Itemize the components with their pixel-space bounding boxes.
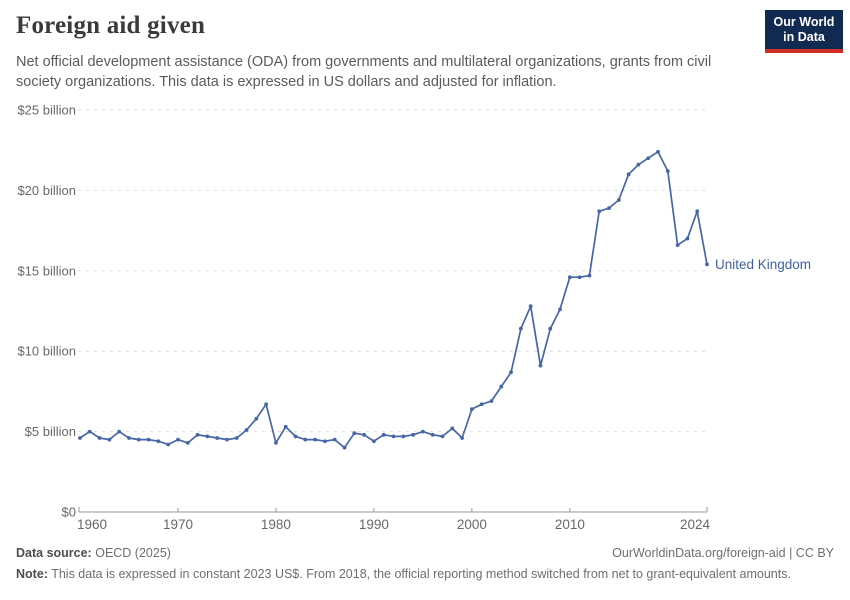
- datasource-value: OECD (2025): [95, 546, 171, 560]
- data-point-marker: [450, 426, 455, 431]
- note-label: Note:: [16, 567, 48, 581]
- owid-logo-line2: in Data: [783, 30, 825, 44]
- footer-note: Note: This data is expressed in constant…: [16, 567, 834, 581]
- data-point-marker: [362, 432, 367, 437]
- y-axis-tick-label: $15 billion: [17, 263, 76, 278]
- data-point-marker: [558, 307, 562, 312]
- data-point-marker: [107, 437, 112, 442]
- data-point-marker: [332, 437, 337, 442]
- data-point-marker: [411, 432, 415, 437]
- data-point-marker: [665, 169, 670, 174]
- footer-citation-link[interactable]: OurWorldinData.org/foreign-aid | CC BY: [612, 546, 834, 560]
- data-point-marker: [381, 432, 386, 437]
- x-axis-tick-label: 2010: [555, 517, 585, 532]
- data-point-marker: [97, 436, 102, 440]
- x-axis-tick-label: 1960: [77, 517, 107, 532]
- data-point-marker: [215, 436, 220, 440]
- data-point-marker: [567, 275, 572, 280]
- x-axis-tick-label: 2000: [457, 517, 487, 532]
- data-point-marker: [636, 162, 641, 167]
- data-point-marker: [264, 402, 269, 407]
- data-point-marker: [372, 439, 376, 444]
- data-point-marker: [528, 304, 533, 309]
- data-point-marker: [685, 236, 690, 241]
- data-point-marker: [616, 198, 621, 202]
- x-axis-tick-label: 1980: [261, 517, 291, 532]
- data-point-marker: [78, 436, 82, 440]
- data-point-marker: [195, 432, 200, 437]
- y-axis-tick-label: $20 billion: [17, 183, 76, 198]
- y-axis-tick-label: $0: [62, 505, 76, 520]
- owid-logo[interactable]: Our World in Data: [765, 10, 843, 53]
- data-point-marker: [342, 445, 347, 450]
- data-point-marker: [509, 370, 513, 375]
- data-point-marker: [313, 437, 318, 442]
- data-point-marker: [577, 275, 582, 280]
- data-point-marker: [244, 428, 249, 432]
- data-point-marker: [626, 172, 631, 177]
- data-point-marker: [587, 273, 592, 278]
- data-point-marker: [391, 434, 396, 439]
- series-line-united-kingdom[interactable]: [79, 150, 708, 449]
- x-axis-tick-label: 2024: [680, 517, 711, 532]
- data-point-marker: [420, 429, 425, 434]
- data-point-marker: [469, 407, 474, 411]
- data-point-marker: [136, 437, 141, 442]
- x-axis-tick-label: 1990: [359, 517, 389, 532]
- data-point-marker: [440, 434, 445, 439]
- data-point-marker: [499, 384, 504, 389]
- data-point-marker: [146, 437, 151, 442]
- data-point-marker: [234, 436, 239, 440]
- data-point-marker: [646, 156, 651, 161]
- data-point-marker: [352, 431, 357, 436]
- data-point-marker: [401, 434, 406, 439]
- data-point-marker: [303, 437, 308, 442]
- chart-title: Foreign aid given: [16, 12, 206, 39]
- data-point-marker: [705, 262, 709, 267]
- data-point-marker: [607, 206, 611, 210]
- data-point-marker: [293, 434, 298, 439]
- data-point-marker: [283, 424, 288, 429]
- note-value: This data is expressed in constant 2023 …: [51, 567, 791, 581]
- owid-logo-line1: Our World: [773, 15, 835, 29]
- data-point-marker: [695, 209, 700, 214]
- data-point-marker: [274, 440, 278, 445]
- y-axis-tick-label: $25 billion: [17, 103, 76, 118]
- data-point-marker: [117, 429, 122, 434]
- data-point-marker: [185, 440, 190, 445]
- data-point-marker: [166, 442, 171, 447]
- y-axis-tick-label: $5 billion: [25, 424, 76, 439]
- data-point-marker: [518, 326, 523, 331]
- data-point-marker: [460, 436, 464, 440]
- data-point-marker: [479, 402, 484, 407]
- data-point-marker: [254, 416, 259, 421]
- data-point-marker: [489, 399, 494, 403]
- data-point-marker: [675, 243, 680, 247]
- data-point-marker: [205, 434, 210, 439]
- data-point-marker: [127, 436, 131, 440]
- data-point-marker: [548, 326, 553, 331]
- data-point-marker: [538, 363, 543, 368]
- data-point-marker: [323, 439, 327, 444]
- data-point-marker: [87, 429, 92, 434]
- data-point-marker: [597, 209, 602, 214]
- data-point-marker: [225, 437, 229, 442]
- data-point-marker: [430, 432, 435, 437]
- data-point-marker: [156, 439, 161, 444]
- data-point-marker: [176, 437, 180, 442]
- y-axis-tick-label: $10 billion: [17, 344, 76, 359]
- datasource-label: Data source:: [16, 546, 92, 560]
- chart-subtitle: Net official development assistance (ODA…: [16, 54, 712, 90]
- footer-datasource: Data source: OECD (2025): [16, 546, 834, 560]
- x-axis-tick-label: 1970: [163, 517, 193, 532]
- series-label-united-kingdom[interactable]: United Kingdom: [715, 257, 811, 272]
- data-point-marker: [656, 149, 660, 154]
